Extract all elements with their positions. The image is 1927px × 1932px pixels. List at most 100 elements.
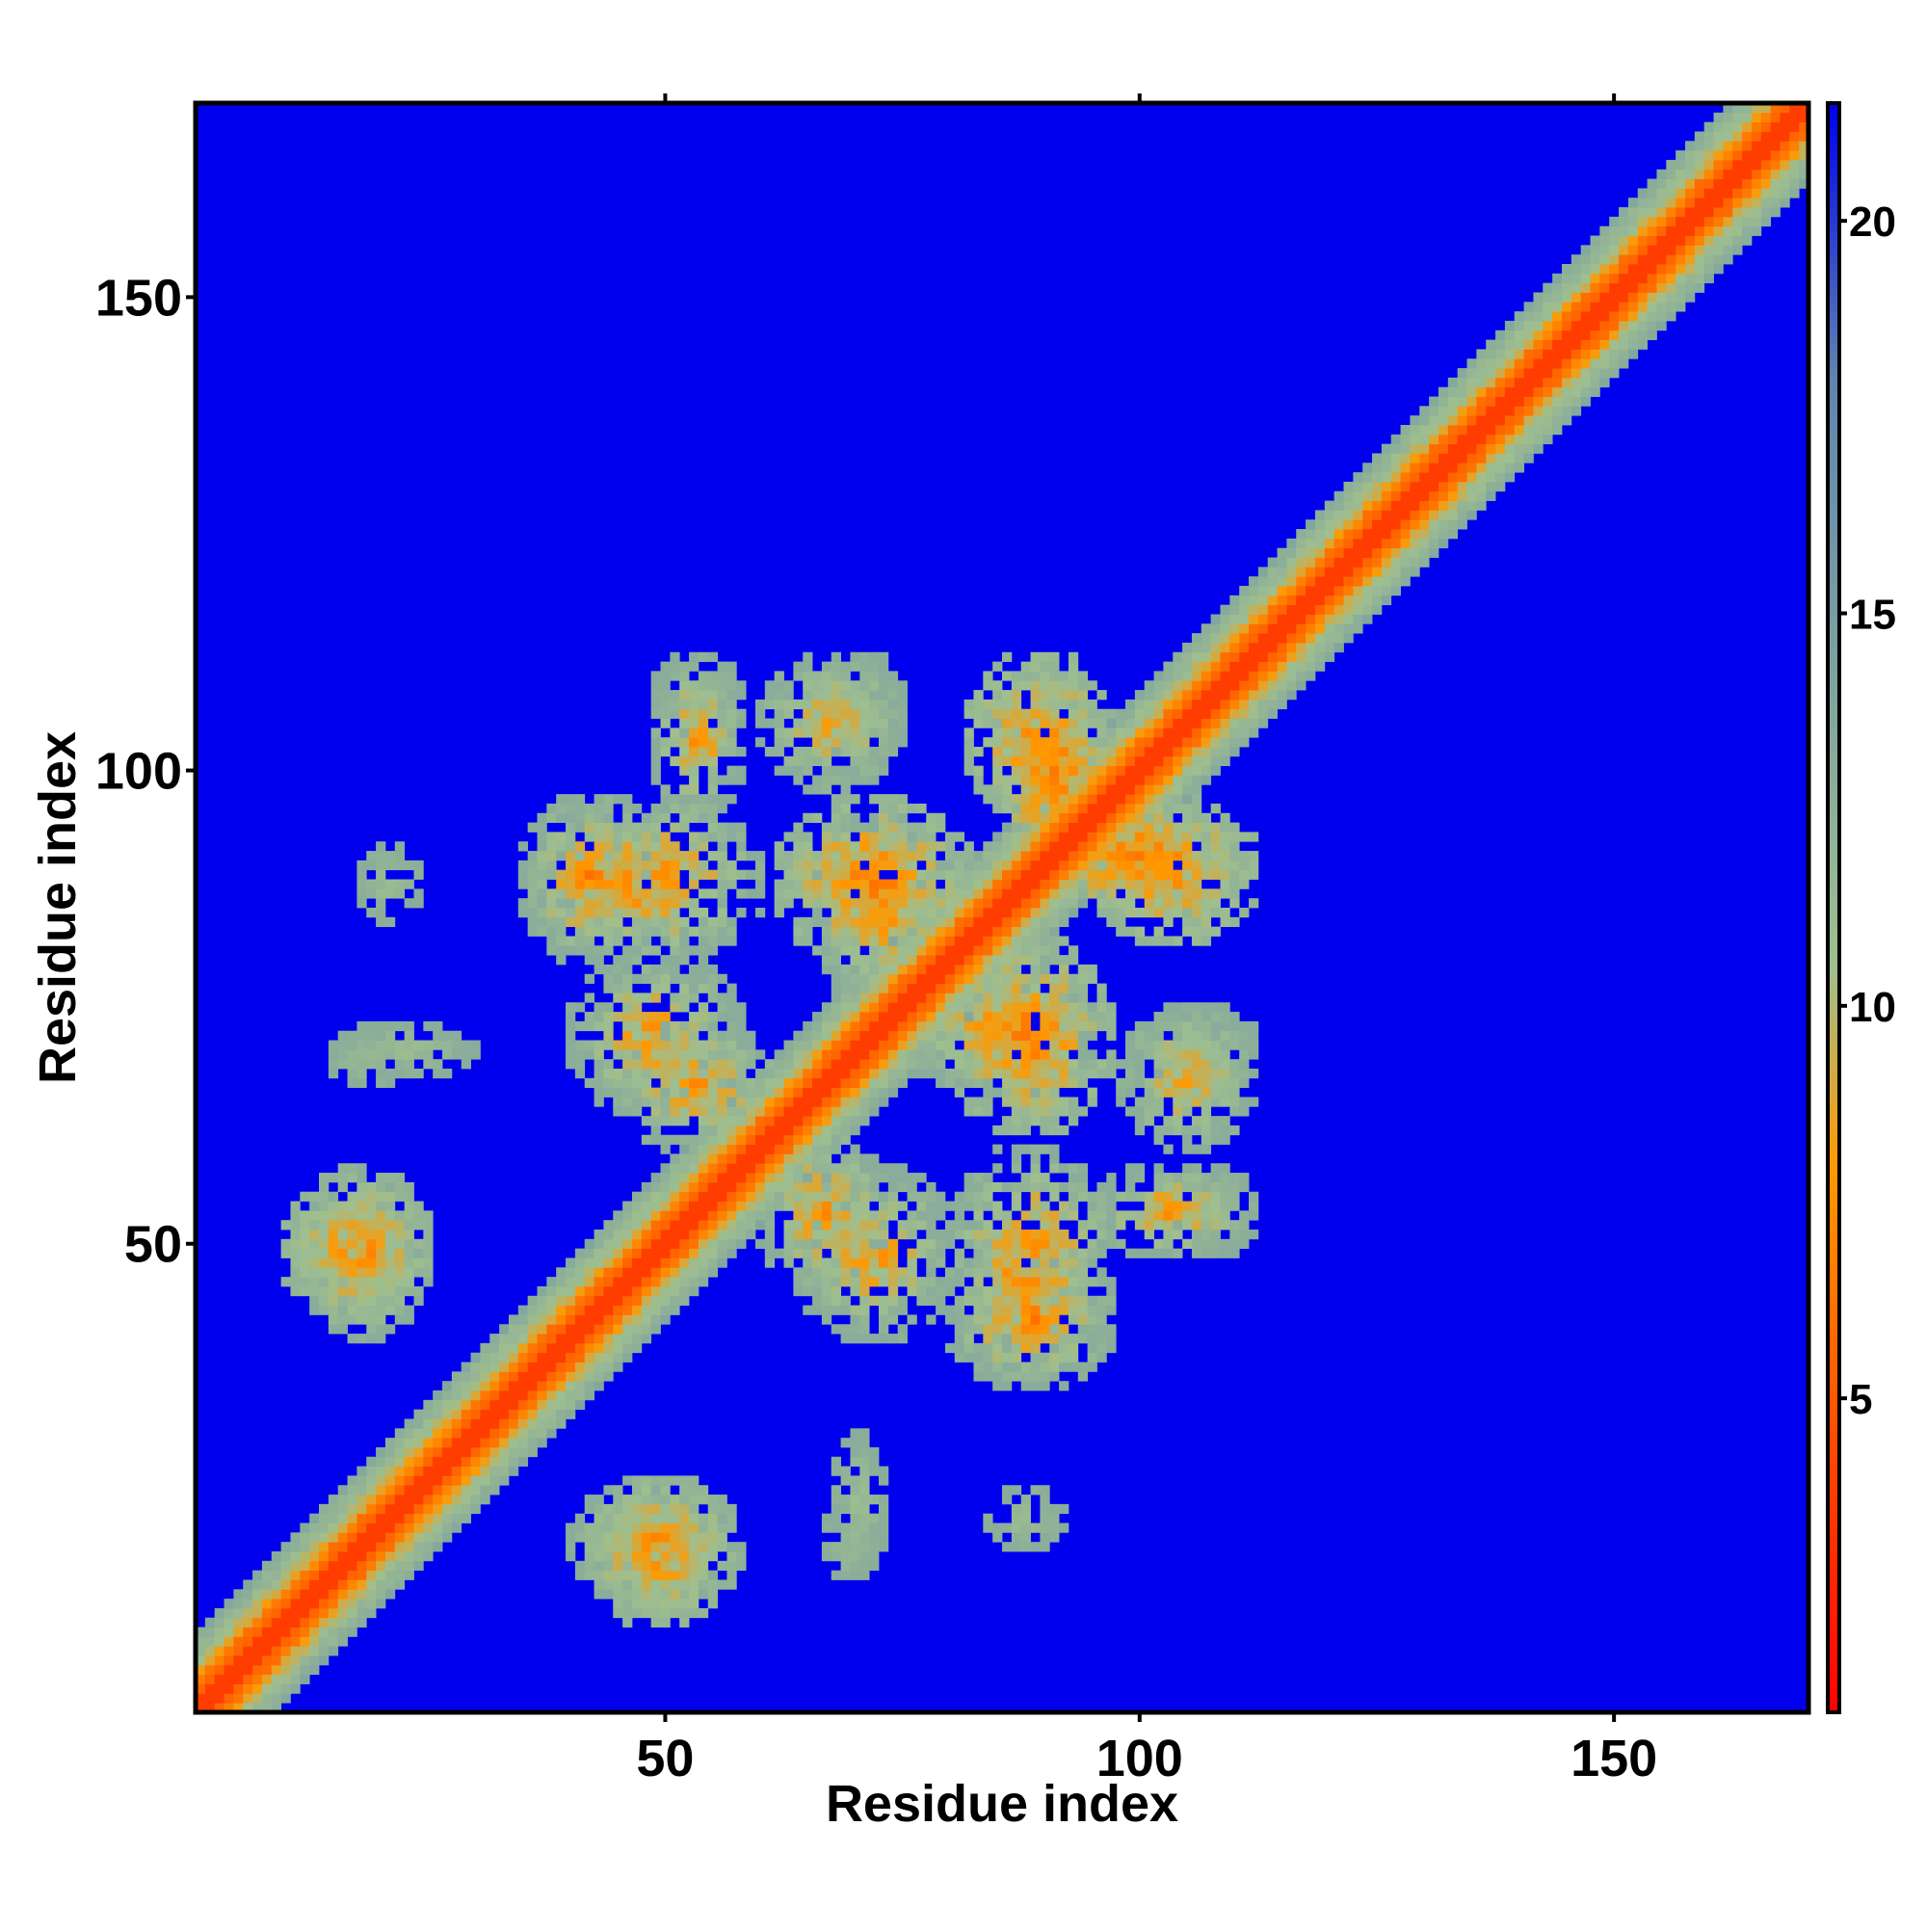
heatmap-cell — [698, 1257, 709, 1268]
heatmap-cell — [204, 1655, 216, 1666]
heatmap-cell — [689, 926, 700, 937]
heatmap-cell — [1134, 1040, 1146, 1050]
heatmap-cell — [451, 1399, 462, 1411]
heatmap-cell — [603, 1238, 614, 1250]
heatmap-cell — [774, 671, 784, 681]
heatmap-cell — [347, 1627, 357, 1637]
heatmap-cell — [584, 822, 594, 833]
heatmap-cell — [384, 1210, 396, 1221]
heatmap-cell — [670, 1238, 680, 1250]
heatmap-cell — [859, 832, 870, 842]
heatmap-cell — [783, 737, 794, 748]
heatmap-cell — [356, 1238, 367, 1250]
heatmap-cell — [1002, 1077, 1013, 1089]
heatmap-cell — [821, 1551, 832, 1562]
heatmap-cell — [859, 1560, 870, 1572]
heatmap-cell — [707, 1163, 718, 1174]
heatmap-cell — [404, 1238, 414, 1250]
heatmap-cell — [698, 1059, 709, 1070]
heatmap-cell — [1040, 1210, 1050, 1221]
heatmap-cell — [442, 1532, 453, 1543]
heatmap-cell — [803, 860, 813, 871]
heatmap-cell — [631, 1560, 643, 1572]
heatmap-cell — [1049, 916, 1060, 928]
heatmap-cell — [1002, 908, 1013, 918]
heatmap-cell — [1134, 832, 1146, 842]
heatmap-cell — [594, 1087, 604, 1098]
heatmap-cell — [698, 1134, 709, 1145]
heatmap-cell — [603, 1069, 614, 1079]
heatmap-cell — [992, 803, 1003, 814]
heatmap-cell — [774, 1059, 784, 1070]
heatmap-cell — [726, 992, 737, 1003]
heatmap-cell — [252, 1636, 263, 1647]
heatmap-cell — [423, 1446, 434, 1458]
heatmap-cell — [793, 936, 804, 946]
heatmap-cell — [726, 1059, 737, 1070]
heatmap-cell — [878, 1097, 889, 1107]
heatmap-cell — [1011, 1248, 1022, 1258]
heatmap-cell — [1068, 1334, 1079, 1344]
heatmap-cell — [1144, 822, 1154, 833]
heatmap-cell — [280, 1238, 291, 1250]
heatmap-cell — [1125, 803, 1136, 814]
heatmap-cell — [897, 1040, 908, 1050]
heatmap-cell — [1201, 822, 1212, 833]
heatmap-cell — [1153, 1238, 1164, 1250]
heatmap-cell — [840, 1106, 851, 1117]
heatmap-cell — [622, 822, 633, 833]
heatmap-cell — [821, 680, 832, 691]
heatmap-cell — [243, 1693, 253, 1704]
heatmap-cell — [1040, 945, 1050, 956]
heatmap-cell — [366, 1230, 377, 1240]
heatmap-cell — [584, 1049, 594, 1060]
heatmap-cell — [603, 888, 614, 899]
heatmap-cell — [309, 1627, 320, 1637]
heatmap-cell — [1239, 1220, 1250, 1231]
heatmap-cell — [1229, 718, 1240, 728]
heatmap-cell — [1125, 1059, 1136, 1070]
heatmap-cell — [1125, 1248, 1136, 1258]
heatmap-cell — [660, 1495, 671, 1505]
heatmap-cell — [1191, 1125, 1202, 1136]
heatmap-cell — [556, 832, 567, 842]
heatmap-cell — [546, 1295, 557, 1306]
heatmap-cell — [641, 1134, 652, 1145]
heatmap-cell — [376, 1059, 386, 1070]
heatmap-cell — [698, 671, 709, 681]
heatmap-cell — [319, 1285, 330, 1297]
heatmap-cell — [973, 1097, 984, 1107]
heatmap-cell — [566, 1390, 576, 1401]
heatmap-cell — [470, 1399, 481, 1411]
heatmap-cell — [1049, 1077, 1060, 1089]
heatmap-cell — [641, 992, 652, 1003]
heatmap-cell — [650, 1040, 661, 1050]
heatmap-cells — [196, 103, 1809, 1713]
heatmap-cell — [983, 784, 993, 795]
heatmap-cell — [907, 945, 917, 956]
heatmap-cell — [1011, 955, 1022, 966]
heatmap-cell — [1087, 1314, 1097, 1325]
heatmap-cell — [812, 812, 823, 823]
heatmap-cell — [964, 916, 974, 928]
heatmap-cell — [878, 983, 889, 993]
heatmap-cell — [717, 718, 727, 728]
heatmap-cell — [717, 879, 727, 889]
heatmap-cell — [622, 1522, 633, 1533]
heatmap-cell — [803, 916, 813, 928]
heatmap-cell — [366, 1210, 377, 1221]
heatmap-cell — [1068, 992, 1079, 1003]
heatmap-cell — [584, 888, 594, 899]
heatmap-cell — [442, 1030, 453, 1041]
heatmap-cell — [840, 794, 851, 805]
heatmap-cell — [196, 1683, 206, 1694]
heatmap-cell — [1011, 973, 1022, 984]
heatmap-cell — [356, 1542, 367, 1552]
heatmap-cell — [1087, 784, 1097, 795]
heatmap-cell — [859, 1522, 870, 1533]
heatmap-cell — [384, 1456, 396, 1467]
heatmap-cell — [603, 936, 614, 946]
heatmap-cell — [774, 708, 784, 719]
heatmap-cell — [356, 879, 367, 889]
heatmap-cell — [1125, 888, 1136, 899]
